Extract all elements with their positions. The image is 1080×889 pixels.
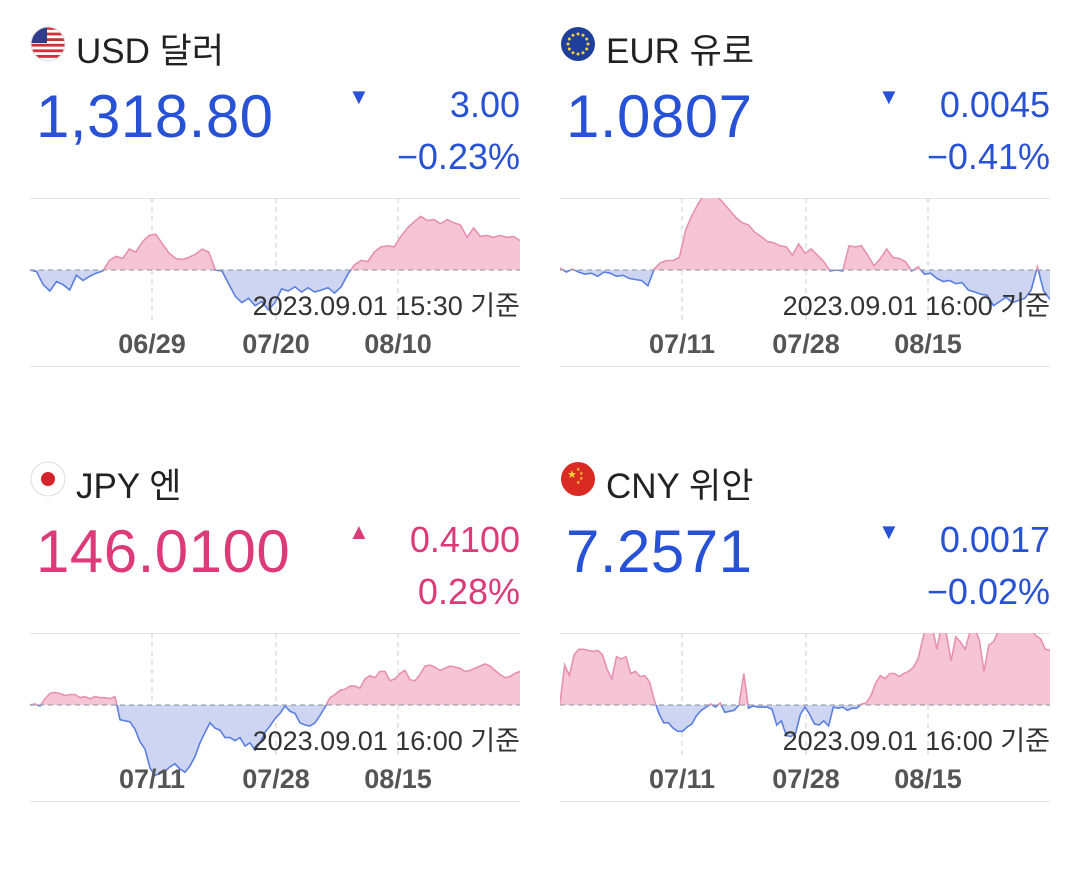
change-amount: 0.4100: [409, 519, 520, 560]
area-below-baseline: [30, 705, 520, 776]
series-line-above: [560, 198, 1040, 270]
currency-card-jpy[interactable]: JPY 엔 146.0100 ▲ 0.4100 0.28% 07/11 07/28…: [30, 461, 520, 857]
x-tick-label: 07/28: [242, 764, 310, 794]
change-amount: 0.0017: [939, 519, 1050, 560]
series-line-below: [561, 270, 1050, 307]
area-below-baseline: [30, 270, 520, 310]
x-tick-label: 08/10: [364, 329, 432, 359]
area-above-baseline: [30, 216, 520, 270]
currency-card-usd[interactable]: USD 달러 1,318.80 ▼ 3.00 −0.23% 06/29 07/20…: [30, 26, 520, 422]
svg-text:★: ★: [567, 468, 577, 481]
x-tick-label: 07/20: [242, 329, 310, 359]
svg-text:★: ★: [576, 467, 581, 473]
currency-card-cny[interactable]: ★ ★ ★ ★ ★ CNY 위안 7.2571 ▼ 0.0017 −0.02% …: [560, 462, 1050, 857]
change-amount: 0.0045: [939, 84, 1050, 125]
exchange-rate-value: 7.2571: [566, 518, 753, 585]
currency-card-eur[interactable]: EUR 유로 1.0807 ▼ 0.0045 −0.41% 07/11 07/28…: [560, 27, 1050, 422]
x-tick-label: 08/15: [894, 329, 962, 359]
down-triangle-icon: ▼: [878, 519, 900, 544]
area-above-baseline: [30, 664, 520, 705]
eu-flag-icon: [561, 27, 595, 61]
x-tick-label: 07/11: [649, 764, 715, 794]
series-line-above: [30, 663, 520, 705]
cn-flag-icon: ★ ★ ★ ★ ★: [561, 462, 595, 496]
x-tick-label: 07/28: [772, 764, 840, 794]
timestamp: 2023.09.01 16:00 기준: [782, 291, 1050, 321]
change-percent: 0.28%: [417, 571, 520, 612]
rate-chart: 06/29 07/20 08/10: [30, 198, 520, 367]
timestamp: 2023.09.01 16:00 기준: [252, 726, 520, 756]
change-percent: −0.02%: [926, 571, 1050, 612]
area-below-baseline: [560, 270, 1050, 306]
svg-text:★: ★: [576, 480, 581, 486]
area-above-baseline: [560, 198, 1050, 270]
rate-chart: 07/11 07/28 08/15: [560, 198, 1050, 367]
us-flag-icon: [30, 26, 66, 62]
currency-title: CNY 위안: [606, 467, 754, 506]
area-below-baseline: [560, 705, 1050, 737]
series-line-below: [655, 705, 862, 738]
down-triangle-icon: ▼: [878, 84, 900, 109]
series-line-below: [30, 705, 328, 777]
exchange-rate-value: 146.0100: [36, 518, 291, 585]
series-line-below: [30, 270, 352, 312]
exchange-rate-value: 1.0807: [566, 83, 753, 150]
timestamp: 2023.09.01 15:30 기준: [252, 291, 520, 321]
up-triangle-icon: ▲: [348, 519, 370, 544]
svg-text:★: ★: [579, 476, 584, 482]
series-line-above: [560, 633, 1050, 705]
x-tick-label: 07/11: [649, 329, 715, 359]
x-tick-label: 07/11: [119, 764, 185, 794]
area-above-baseline: [560, 633, 1050, 705]
rate-chart: 07/11 07/28 08/15: [30, 633, 520, 802]
currency-title: EUR 유로: [606, 32, 755, 71]
x-tick-label: 08/15: [894, 764, 962, 794]
series-line-above: [30, 215, 520, 270]
change-percent: −0.41%: [926, 136, 1050, 177]
x-tick-label: 07/28: [772, 329, 840, 359]
timestamp: 2023.09.01 16:00 기준: [782, 726, 1050, 756]
currency-title: USD 달러: [76, 32, 225, 71]
down-triangle-icon: ▼: [348, 84, 370, 109]
x-tick-label: 06/29: [118, 329, 186, 359]
exchange-rate-value: 1,318.80: [36, 83, 274, 150]
jp-flag-icon: [30, 461, 66, 497]
svg-text:★: ★: [579, 471, 584, 477]
currency-title: JPY 엔: [76, 467, 182, 506]
rate-chart: 07/11 07/28 08/15: [560, 633, 1050, 802]
change-percent: −0.23%: [396, 136, 520, 177]
change-amount: 3.00: [449, 84, 520, 125]
x-tick-label: 08/15: [364, 764, 432, 794]
